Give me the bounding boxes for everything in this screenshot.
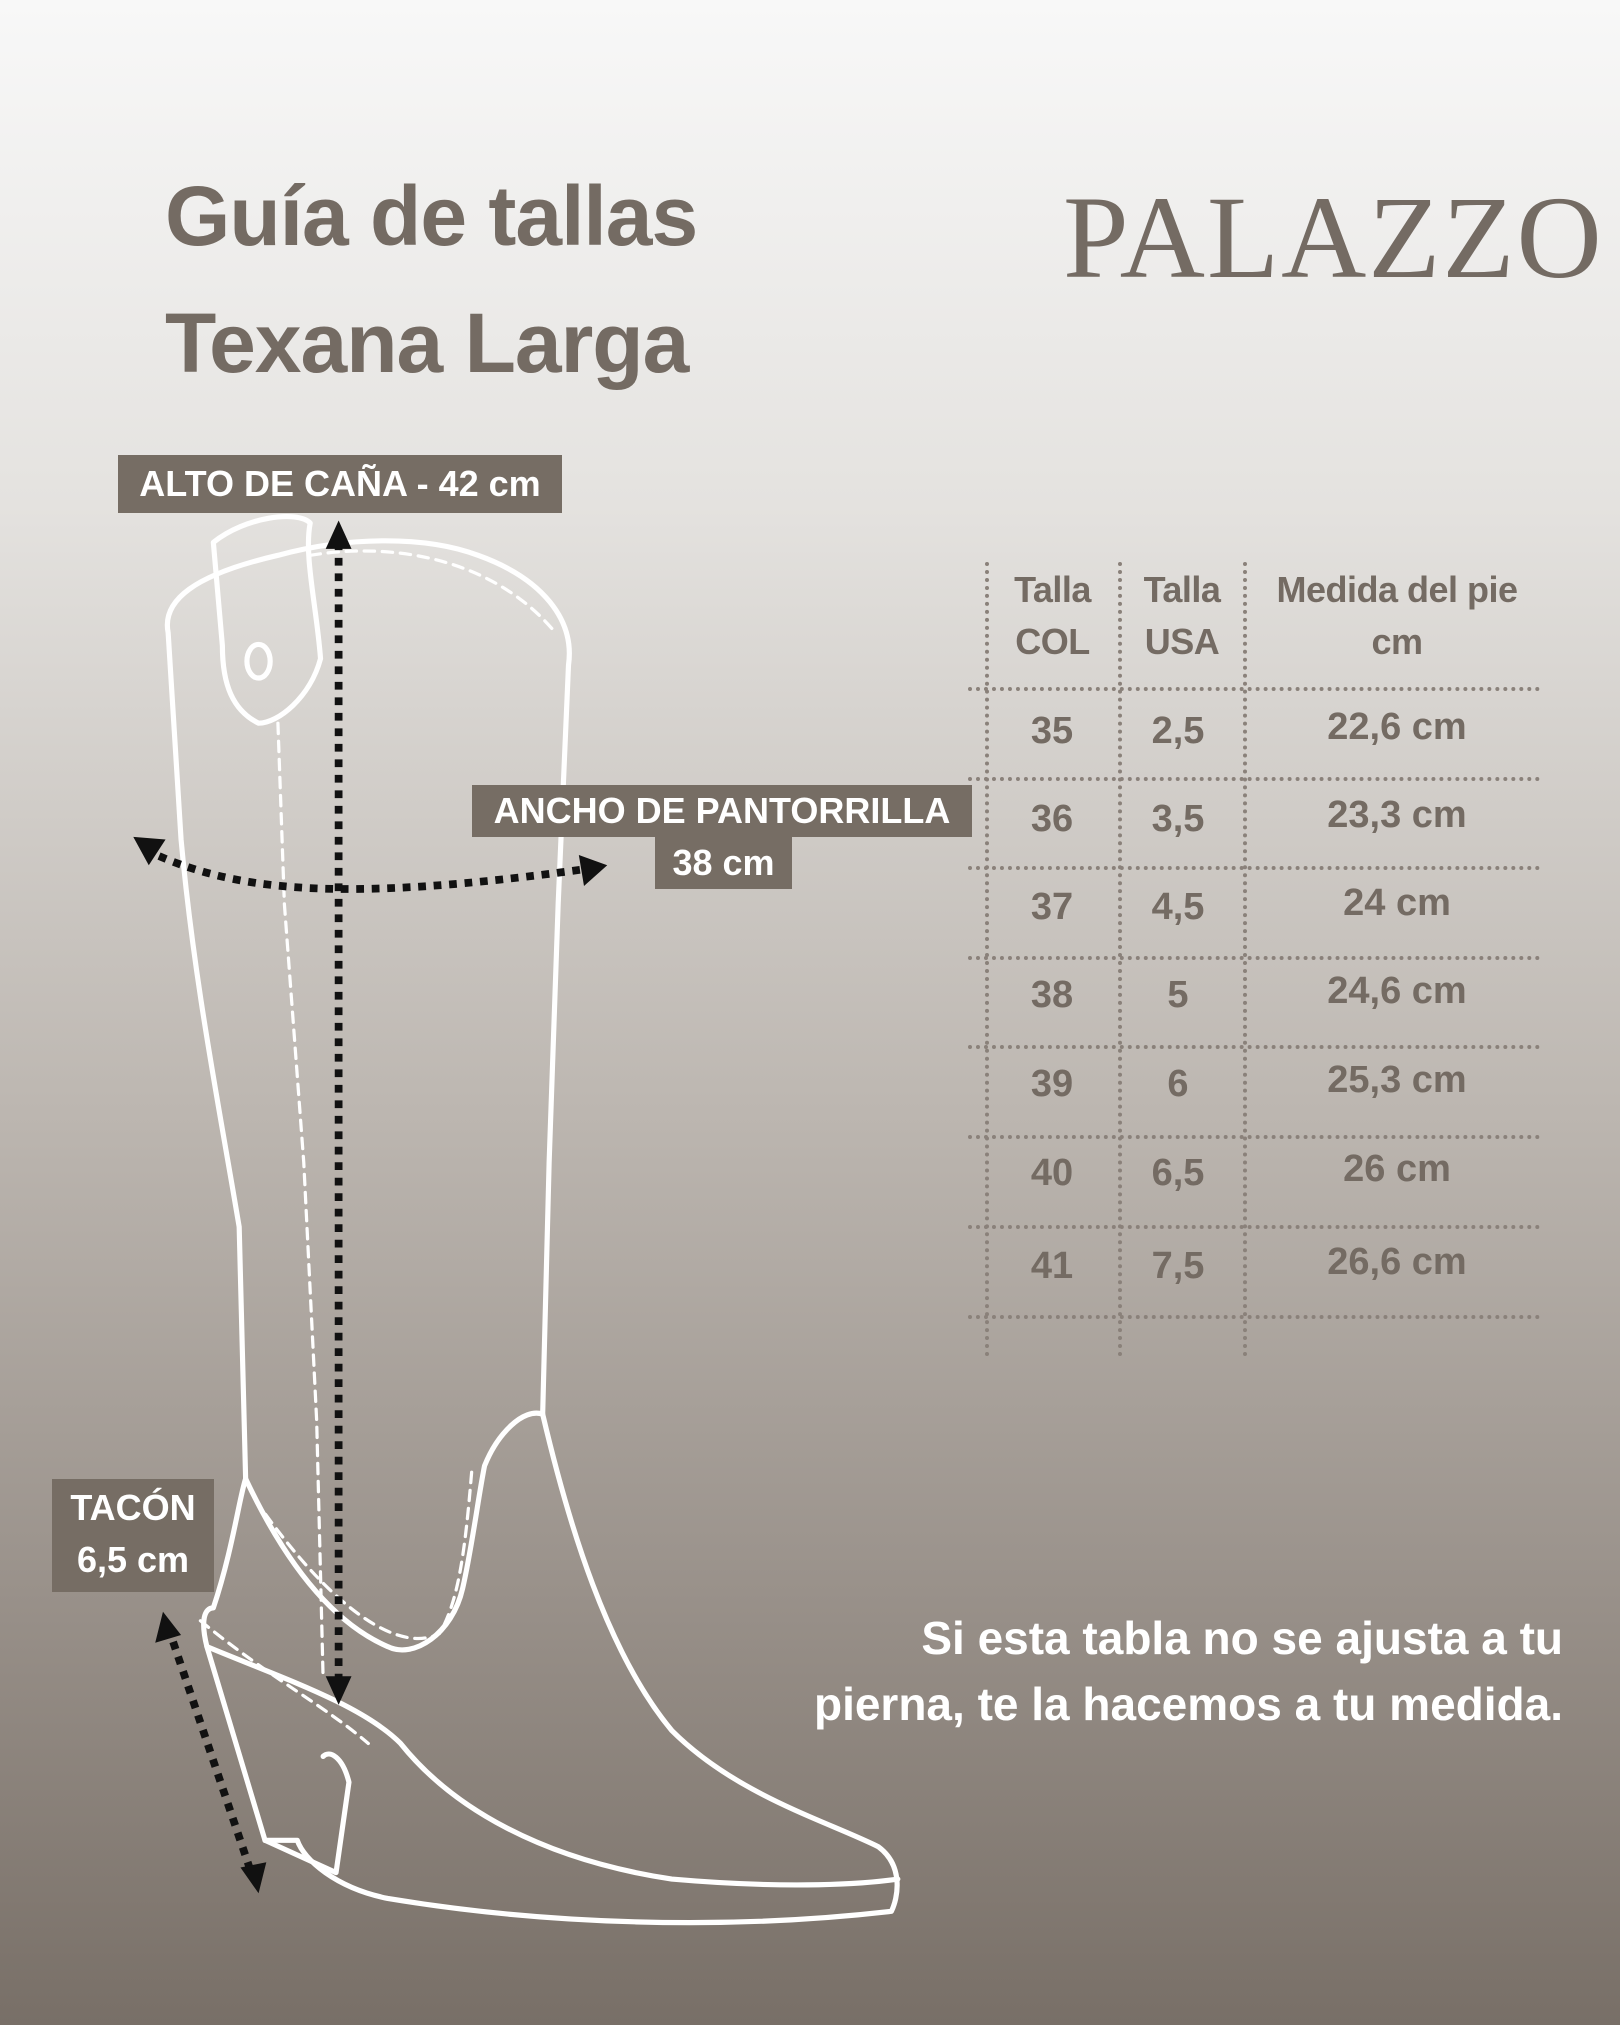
table-cell: 2,5 <box>1151 710 1205 752</box>
table-cell: 40 <box>1030 1152 1074 1194</box>
table-divider <box>968 687 1540 691</box>
table-cell: 3,5 <box>1151 798 1205 840</box>
table-cell: 26 cm <box>1343 1148 1451 1190</box>
boot-heel <box>262 1751 352 1876</box>
table-cell: 26,6 cm <box>1327 1241 1467 1283</box>
table-cell: 24 cm <box>1343 882 1451 924</box>
table-cell: 7,5 <box>1151 1245 1205 1287</box>
calf-width-value: 38 cm <box>655 837 792 889</box>
heel-label: TACÓN <box>70 1487 196 1528</box>
table-cell: 6 <box>1167 1063 1189 1105</box>
table-divider <box>968 777 1540 781</box>
custom-size-note: Si esta tabla no se ajusta a tu pierna, … <box>814 1605 1563 1737</box>
table-cell: 4,5 <box>1151 886 1205 928</box>
table-divider <box>968 1045 1540 1049</box>
table-header-usa: Talla USA <box>1122 564 1242 668</box>
boot-sole <box>204 1644 901 1888</box>
note-line1: Si esta tabla no se ajusta a tu <box>921 1612 1563 1664</box>
header-line: Talla <box>1014 569 1091 610</box>
table-divider <box>968 866 1540 870</box>
table-cell: 37 <box>1030 886 1074 928</box>
table-divider <box>968 1135 1540 1139</box>
page-title-line2: Texana Larga <box>165 296 689 390</box>
table-cell: 6,5 <box>1151 1152 1205 1194</box>
boot-foot <box>201 1411 900 1926</box>
table-header-foot-length: Medida del pie cm <box>1248 564 1546 668</box>
note-line2: pierna, te la hacemos a tu medida. <box>813 1678 1563 1730</box>
table-divider <box>968 1315 1540 1319</box>
header-line: Talla <box>1143 569 1221 610</box>
boot-outline <box>164 538 572 1653</box>
table-cell: 38 <box>1030 974 1074 1016</box>
heel-height-arrow <box>164 1625 258 1881</box>
header-line: COL <box>1015 621 1090 662</box>
heel-value: 6,5 cm <box>76 1539 190 1580</box>
header-line: Medida del pie <box>1276 569 1518 610</box>
table-divider <box>968 956 1540 960</box>
brand-logo: PALAZZO <box>1063 172 1604 303</box>
calf-width-label: ANCHO DE PANTORRILLA <box>472 785 972 837</box>
table-cell: 24,6 cm <box>1327 970 1467 1012</box>
table-cell: 39 <box>1030 1063 1074 1105</box>
header-line: cm <box>1371 621 1423 662</box>
calf-width-arrow <box>143 846 595 893</box>
table-cell: 25,3 cm <box>1327 1059 1467 1101</box>
table-header-col: Talla COL <box>990 564 1115 668</box>
table-cell: 22,6 cm <box>1327 706 1467 748</box>
table-cell: 36 <box>1030 798 1074 840</box>
table-cell: 35 <box>1030 710 1074 752</box>
boot-pull-tab <box>210 514 324 726</box>
table-cell: 5 <box>1167 974 1189 1016</box>
table-cell: 23,3 cm <box>1327 794 1467 836</box>
heel-height-label: TACÓN 6,5 cm <box>52 1479 214 1592</box>
page-title-line1: Guía de tallas <box>165 169 698 263</box>
table-divider <box>968 1225 1540 1229</box>
table-cell: 41 <box>1030 1245 1074 1287</box>
shaft-height-label: ALTO DE CAÑA - 42 cm <box>118 455 562 513</box>
header-line: USA <box>1144 621 1220 662</box>
